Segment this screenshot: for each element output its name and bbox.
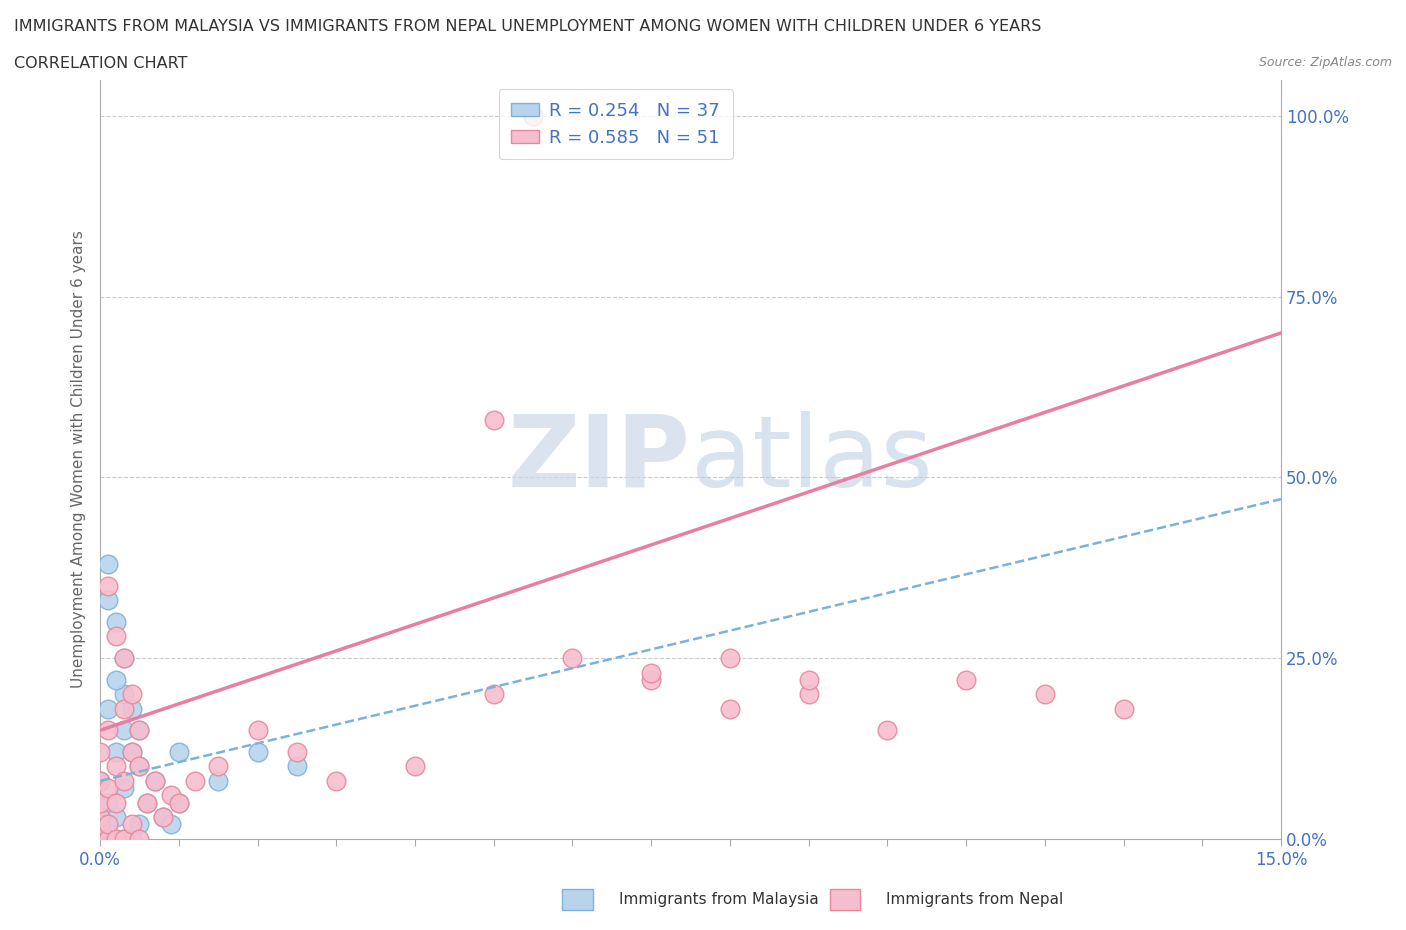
Point bbox=[183, 774, 205, 789]
Point bbox=[104, 795, 127, 810]
Point bbox=[97, 592, 120, 607]
Point bbox=[285, 745, 308, 760]
Point bbox=[136, 795, 159, 810]
Point bbox=[325, 774, 347, 789]
Point bbox=[112, 831, 135, 846]
Point bbox=[112, 686, 135, 701]
Point bbox=[89, 774, 111, 789]
Point bbox=[89, 795, 111, 810]
Point bbox=[97, 817, 120, 831]
Point bbox=[97, 817, 120, 831]
Point bbox=[89, 824, 111, 839]
Point bbox=[89, 810, 111, 825]
Point bbox=[561, 651, 583, 666]
Point bbox=[104, 629, 127, 644]
Point bbox=[207, 774, 229, 789]
Point bbox=[121, 745, 143, 760]
Point bbox=[167, 795, 190, 810]
Text: IMMIGRANTS FROM MALAYSIA VS IMMIGRANTS FROM NEPAL UNEMPLOYMENT AMONG WOMEN WITH : IMMIGRANTS FROM MALAYSIA VS IMMIGRANTS F… bbox=[14, 19, 1042, 33]
Point bbox=[89, 810, 111, 825]
Point bbox=[167, 795, 190, 810]
Point bbox=[104, 615, 127, 630]
Point bbox=[121, 817, 143, 831]
Point bbox=[482, 412, 505, 427]
Point bbox=[97, 831, 120, 846]
Point bbox=[121, 831, 143, 846]
Point bbox=[112, 831, 135, 846]
Point bbox=[136, 795, 159, 810]
Point bbox=[104, 831, 127, 846]
Point bbox=[121, 686, 143, 701]
Point bbox=[89, 831, 111, 846]
Point bbox=[797, 686, 820, 701]
Point bbox=[112, 774, 135, 789]
Point bbox=[97, 701, 120, 716]
Point bbox=[1112, 701, 1135, 716]
Text: Source: ZipAtlas.com: Source: ZipAtlas.com bbox=[1258, 56, 1392, 69]
Text: Immigrants from Malaysia: Immigrants from Malaysia bbox=[619, 892, 818, 907]
Point bbox=[104, 810, 127, 825]
Point bbox=[128, 817, 150, 831]
Point bbox=[482, 686, 505, 701]
Point bbox=[112, 780, 135, 795]
Point bbox=[143, 774, 166, 789]
Point bbox=[152, 810, 174, 825]
Point bbox=[104, 745, 127, 760]
Point bbox=[143, 774, 166, 789]
Point bbox=[97, 780, 120, 795]
Y-axis label: Unemployment Among Women with Children Under 6 years: Unemployment Among Women with Children U… bbox=[72, 231, 86, 688]
Point bbox=[104, 759, 127, 774]
Point bbox=[207, 759, 229, 774]
Point bbox=[89, 817, 111, 831]
Point bbox=[128, 723, 150, 737]
Point bbox=[640, 665, 662, 680]
Point bbox=[797, 672, 820, 687]
Point bbox=[121, 745, 143, 760]
Point bbox=[104, 831, 127, 846]
Legend: R = 0.254   N = 37, R = 0.585   N = 51: R = 0.254 N = 37, R = 0.585 N = 51 bbox=[499, 89, 733, 159]
Point bbox=[285, 759, 308, 774]
Point bbox=[128, 831, 150, 846]
Point bbox=[128, 723, 150, 737]
Point bbox=[89, 824, 111, 839]
Point bbox=[112, 701, 135, 716]
Point bbox=[167, 745, 190, 760]
Point bbox=[97, 795, 120, 810]
Point bbox=[112, 723, 135, 737]
Point bbox=[246, 723, 269, 737]
Point bbox=[97, 831, 120, 846]
Text: atlas: atlas bbox=[690, 411, 932, 508]
Point bbox=[160, 788, 183, 803]
Point bbox=[955, 672, 977, 687]
Point bbox=[121, 701, 143, 716]
Point bbox=[718, 651, 741, 666]
Text: CORRELATION CHART: CORRELATION CHART bbox=[14, 56, 187, 71]
Point bbox=[160, 817, 183, 831]
Point bbox=[404, 759, 426, 774]
Point bbox=[89, 745, 111, 760]
Point bbox=[104, 672, 127, 687]
Point bbox=[128, 759, 150, 774]
Point bbox=[246, 745, 269, 760]
Point bbox=[89, 774, 111, 789]
Point bbox=[97, 557, 120, 572]
Point bbox=[97, 723, 120, 737]
Point bbox=[152, 810, 174, 825]
Point bbox=[876, 723, 898, 737]
Point bbox=[1033, 686, 1056, 701]
Text: Immigrants from Nepal: Immigrants from Nepal bbox=[886, 892, 1063, 907]
Point bbox=[112, 651, 135, 666]
Point bbox=[718, 701, 741, 716]
Point bbox=[640, 672, 662, 687]
Point bbox=[128, 759, 150, 774]
Point bbox=[112, 651, 135, 666]
Point bbox=[97, 578, 120, 593]
Point bbox=[522, 109, 544, 124]
Point bbox=[89, 817, 111, 831]
Point bbox=[89, 795, 111, 810]
Point bbox=[89, 831, 111, 846]
Text: ZIP: ZIP bbox=[508, 411, 690, 508]
